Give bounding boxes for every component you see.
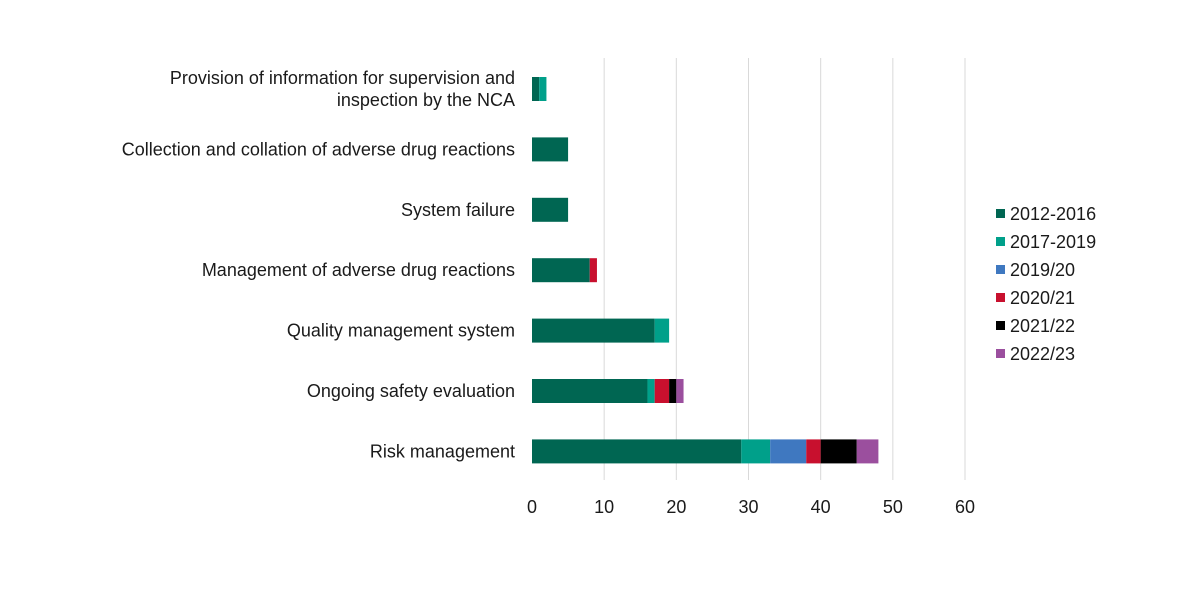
category-labels: Provision of information for supervision… <box>122 68 515 461</box>
gridlines <box>603 58 966 480</box>
legend-swatch <box>996 265 1005 274</box>
legend-swatch <box>996 349 1005 358</box>
bar-segment <box>806 439 821 464</box>
bar-segment <box>676 379 684 403</box>
category-label: Management of adverse drug reactions <box>202 260 515 280</box>
legend-swatch <box>996 209 1005 218</box>
category-label: Ongoing safety evaluation <box>307 381 515 401</box>
bar-segment <box>532 258 590 283</box>
bar-segment <box>820 439 857 464</box>
category-label: Quality management system <box>287 321 515 341</box>
x-tick-label: 10 <box>594 497 614 517</box>
legend-label: 2019/20 <box>1010 260 1075 280</box>
category-label: Collection and collation of adverse drug… <box>122 139 515 159</box>
bar-segment <box>669 379 677 403</box>
x-axis-tick-labels: 0 10 20 30 40 50 60 <box>527 497 975 517</box>
bar-segment <box>532 439 742 464</box>
x-tick-label: 30 <box>738 497 758 517</box>
bar-segment <box>532 379 648 403</box>
bars <box>532 77 879 464</box>
category-label: Risk management <box>370 441 515 461</box>
legend-label: 2017-2019 <box>1010 232 1096 252</box>
x-tick-label: 20 <box>666 497 686 517</box>
legend-label: 2022/23 <box>1010 344 1075 364</box>
legend-label: 2020/21 <box>1010 288 1075 308</box>
legend-label: 2012-2016 <box>1010 204 1096 224</box>
bar-segment <box>539 77 547 101</box>
bar-segment <box>532 197 569 222</box>
bar-segment <box>856 439 879 464</box>
x-tick-label: 60 <box>955 497 975 517</box>
bar-segment <box>770 439 807 464</box>
legend: 2012-2016 2017-2019 2019/20 2020/21 2021/22 2… <box>996 204 1096 364</box>
bar-segment <box>532 318 655 343</box>
legend-swatch <box>996 293 1005 302</box>
x-tick-label: 40 <box>811 497 831 517</box>
category-label: System failure <box>401 200 515 220</box>
bar-segment <box>654 379 670 403</box>
bar-segment <box>589 258 597 283</box>
x-tick-label: 50 <box>883 497 903 517</box>
bar-segment <box>741 439 771 464</box>
bar-segment <box>532 137 569 162</box>
x-tick-label: 0 <box>527 497 537 517</box>
legend-swatch <box>996 321 1005 330</box>
bar-segment <box>654 318 670 343</box>
bar-segment <box>532 77 540 101</box>
category-label: Provision of information for supervision… <box>170 68 515 110</box>
legend-swatch <box>996 237 1005 246</box>
legend-label: 2021/22 <box>1010 316 1075 336</box>
bar-segment <box>647 379 655 403</box>
